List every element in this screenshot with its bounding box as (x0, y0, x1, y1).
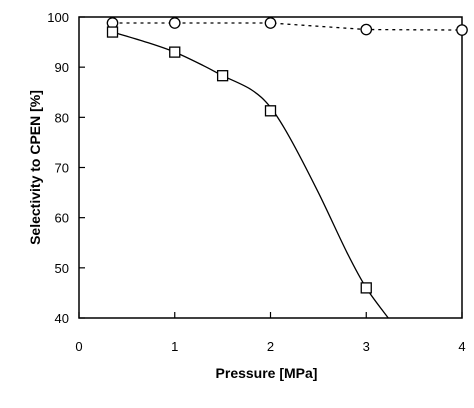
series-2-line (112, 31, 389, 318)
y-tick-label: 60 (55, 211, 69, 226)
series-2-point (106, 26, 119, 38)
plot-area (78, 16, 463, 319)
series-2-point (360, 282, 372, 294)
series-1-point (456, 24, 468, 36)
y-tick-label: 100 (47, 10, 69, 25)
series-1-point (360, 23, 373, 36)
x-tick-label: 3 (363, 339, 370, 354)
y-tick-label: 40 (55, 311, 69, 326)
series-layer (112, 22, 462, 318)
series-1-point (264, 17, 277, 29)
y-tick-label: 50 (55, 261, 69, 276)
marker-layer (106, 17, 468, 294)
y-tick-label: 90 (55, 60, 69, 75)
x-tick-label: 2 (267, 339, 274, 354)
y-axis: 40 50 60 70 80 90 100 (47, 10, 85, 326)
series-2-point (216, 70, 229, 82)
series-1-line (112, 22, 462, 31)
y-tick-label: 80 (55, 110, 69, 125)
y-axis-title: Selectivity to CPEN [%] (27, 90, 43, 245)
series-1-point (168, 17, 181, 29)
x-tick-label: 0 (75, 339, 82, 354)
series-2-point (264, 105, 277, 117)
x-tick-label: 1 (171, 339, 178, 354)
plot-frame (78, 16, 463, 319)
x-axis: 0 1 2 3 4 (75, 312, 466, 354)
x-axis-title: Pressure [MPa] (216, 365, 318, 381)
x-tick-label: 4 (458, 339, 465, 354)
series-2-point (169, 46, 181, 58)
y-tick-label: 70 (55, 161, 69, 176)
